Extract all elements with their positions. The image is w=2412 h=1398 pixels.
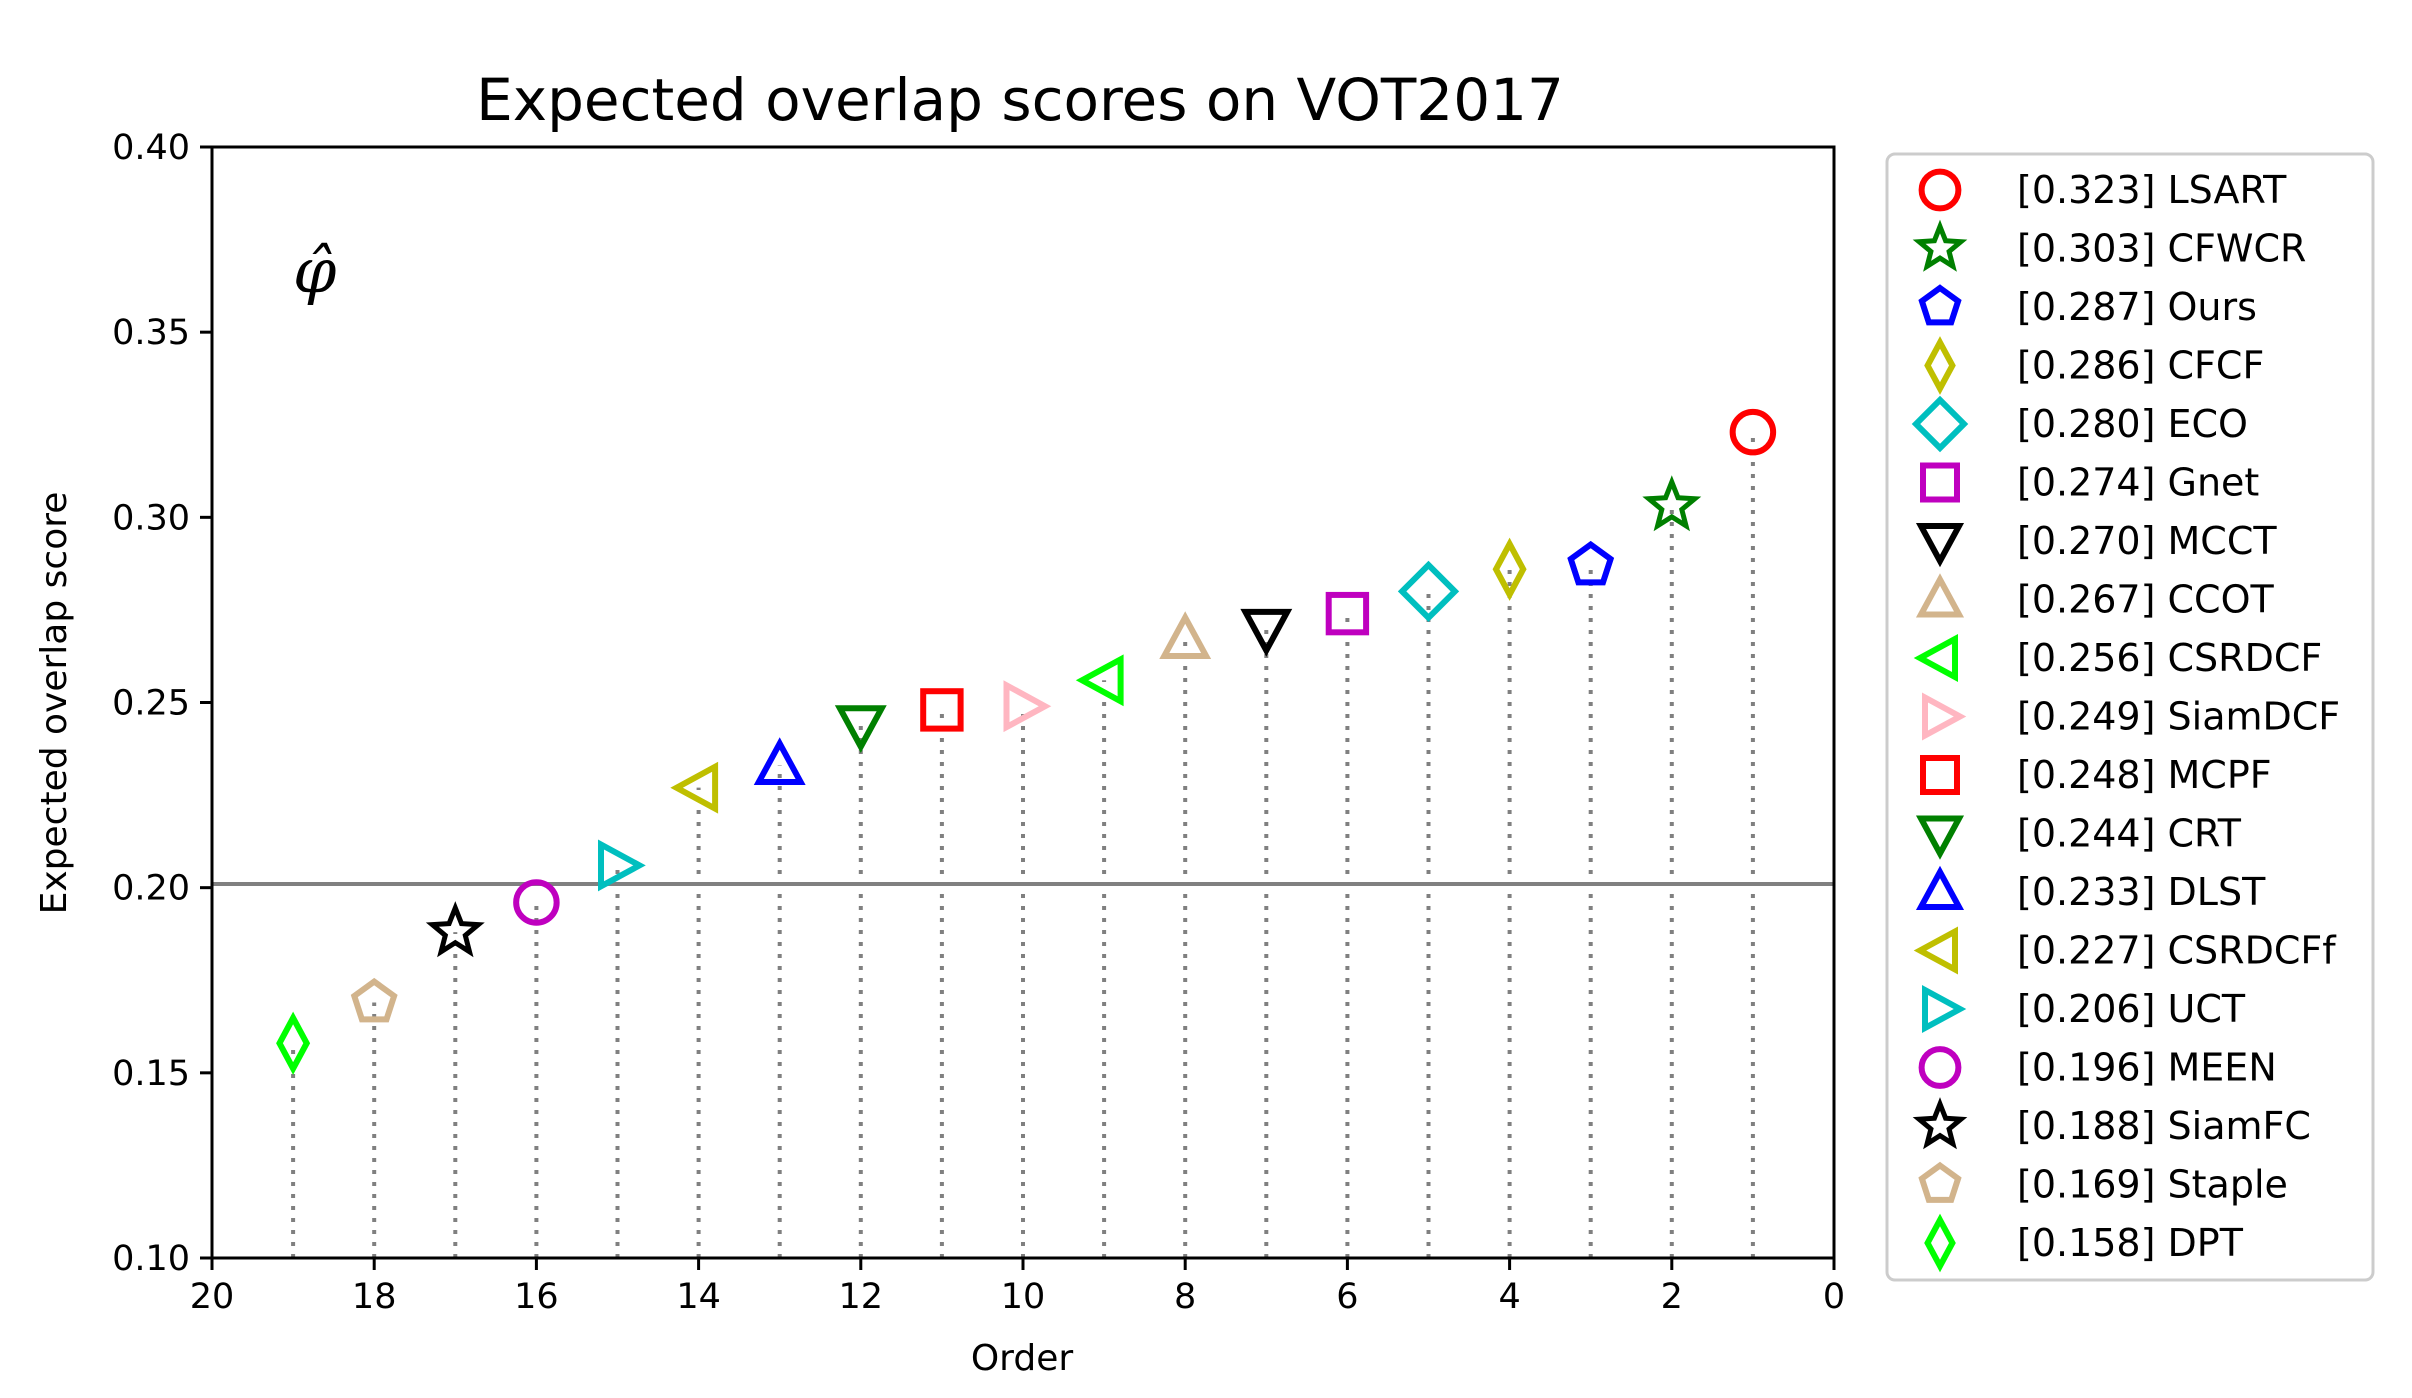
legend-marker-crt	[1915, 815, 1965, 860]
x-tick-label: 20	[190, 1277, 235, 1317]
y-axis-label: Expected overlap score	[34, 492, 75, 915]
legend-label-ours: [0.287] Ours	[2017, 285, 2257, 329]
legend-label-meen: [0.196] MEEN	[2017, 1046, 2277, 1090]
legend-marker-ccot	[1915, 573, 1965, 618]
legend-label-dlst: [0.233] DLST	[2017, 870, 2266, 914]
chart-title: Expected overlap scores on VOT2017	[476, 66, 1564, 134]
marker-ccot	[1159, 611, 1212, 659]
legend-marker-eco	[1911, 395, 1969, 453]
legend-marker-cfwcr	[1912, 219, 1968, 272]
legend-marker-dpt	[1924, 1213, 1956, 1273]
x-tick-label: 12	[839, 1277, 884, 1317]
y-tick-label: 0.40	[112, 128, 190, 168]
legend-label-uct: [0.206] UCT	[2017, 987, 2246, 1031]
legend-marker-ours	[1918, 284, 1962, 326]
legend-label-dpt: [0.158] DPT	[2017, 1221, 2244, 1265]
legend: [0.323] LSART [0.303] CFWCR [0.287] Ours [0…	[1885, 152, 2375, 1282]
marker-mcpf	[920, 688, 964, 732]
y-tick-label: 0.15	[112, 1054, 190, 1094]
marker-siamfc	[425, 901, 485, 958]
legend-marker-cfcf	[1924, 336, 1956, 395]
legend-label-cfwcr: [0.303] CFWCR	[2017, 227, 2306, 271]
legend-label-lsart: [0.323] LSART	[2017, 168, 2287, 212]
y-tick-label: 0.10	[112, 1239, 190, 1279]
marker-dpt	[276, 1011, 311, 1075]
legend-label-crt: [0.244] CRT	[2017, 812, 2242, 856]
legend-label-mcpf: [0.248] MCPF	[2017, 753, 2272, 797]
x-axis-label: Order	[971, 1338, 1074, 1379]
legend-marker-lsart	[1918, 168, 1962, 212]
legend-label-csrdcf: [0.256] CSRDCF	[2017, 636, 2322, 680]
marker-lsart	[1729, 408, 1777, 456]
x-tick-label: 4	[1498, 1277, 1520, 1317]
x-tick-label: 18	[352, 1277, 397, 1317]
legend-marker-gnet	[1920, 462, 1960, 503]
marker-staple	[350, 977, 398, 1023]
legend-marker-mcpf	[1920, 755, 1960, 795]
marker-ours	[1567, 540, 1615, 586]
marker-eco	[1397, 560, 1460, 623]
x-tick-label: 14	[676, 1277, 721, 1317]
marker-uct	[598, 839, 646, 892]
x-tick-label: 8	[1174, 1277, 1196, 1317]
legend-marker-staple	[1918, 1161, 1962, 1203]
x-tick-label: 2	[1661, 1277, 1683, 1317]
stem-lines	[291, 432, 1755, 1258]
x-tick-label: 6	[1336, 1277, 1358, 1317]
x-tick-label: 10	[1001, 1277, 1046, 1317]
marker-csrdcff	[670, 761, 719, 814]
marker-cfwcr	[1642, 475, 1702, 532]
y-tick-label: 0.25	[112, 684, 190, 724]
legend-label-gnet: [0.274] Gnet	[2017, 461, 2259, 505]
legend-marker-csrdcf	[1913, 633, 1958, 683]
legend-label-mcct: [0.270] MCCT	[2017, 519, 2277, 563]
phi-hat-annotation: φ̂	[293, 234, 337, 307]
legend-label-siamdcf: [0.249] SiamDCF	[2017, 695, 2340, 739]
marker-crt	[834, 705, 887, 753]
marker-cfcf	[1492, 537, 1527, 601]
legend-label-ccot: [0.267] CCOT	[2017, 578, 2274, 622]
data-markers	[276, 408, 1777, 1075]
legend-label-cfcf: [0.286] CFCF	[2017, 344, 2264, 388]
legend-marker-dlst	[1915, 865, 1965, 910]
marker-csrdcf	[1075, 654, 1124, 707]
x-tick-label: 0	[1823, 1277, 1845, 1317]
legend-marker-mcct	[1915, 523, 1965, 568]
y-axis-ticks: 0.10 0.15 0.20 0.25 0.30 0.35 0.40	[112, 128, 212, 1279]
legend-label-csrdcff: [0.227] CSRDCFf	[2017, 929, 2337, 973]
marker-meen	[513, 879, 560, 926]
legend-label-siamfc: [0.188] SiamFC	[2017, 1104, 2311, 1148]
marker-mcct	[1240, 608, 1293, 657]
legend-marker-siamdcf	[1922, 692, 1967, 741]
legend-marker-siamfc	[1912, 1097, 1968, 1150]
y-tick-label: 0.20	[112, 869, 190, 909]
marker-dlst	[753, 737, 806, 785]
legend-label-staple: [0.169] Staple	[2017, 1163, 2288, 1207]
legend-marker-uct	[1922, 984, 1967, 1034]
legend-marker-meen	[1918, 1046, 1962, 1089]
legend-marker-csrdcff	[1913, 926, 1958, 975]
y-tick-label: 0.30	[112, 498, 190, 538]
y-tick-label: 0.35	[112, 313, 190, 353]
marker-siamdcf	[1003, 680, 1052, 733]
marker-gnet	[1325, 591, 1370, 636]
x-tick-label: 16	[514, 1277, 559, 1317]
legend-label-eco: [0.280] ECO	[2017, 402, 2248, 446]
legend-box	[1885, 152, 2375, 1282]
x-axis-ticks: 20 18 16 14 12 10 8 6 4 2 0	[190, 1258, 1845, 1317]
